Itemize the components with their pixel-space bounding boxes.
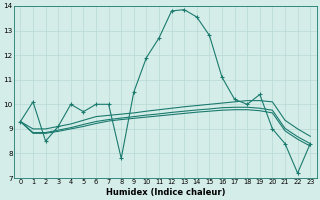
X-axis label: Humidex (Indice chaleur): Humidex (Indice chaleur) <box>106 188 225 197</box>
